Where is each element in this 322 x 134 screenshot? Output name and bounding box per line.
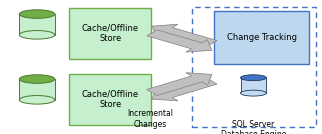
- Ellipse shape: [19, 75, 55, 83]
- Bar: [69, 74, 151, 125]
- Bar: [19, 14, 55, 35]
- Text: Incremental
Changes: Incremental Changes: [128, 109, 174, 129]
- Bar: [19, 79, 55, 100]
- Text: SQL Server
Database Engine: SQL Server Database Engine: [221, 120, 286, 134]
- Ellipse shape: [241, 75, 266, 81]
- Ellipse shape: [19, 96, 55, 104]
- FancyArrow shape: [152, 24, 217, 47]
- Text: Change Tracking: Change Tracking: [227, 33, 297, 42]
- Ellipse shape: [19, 31, 55, 39]
- FancyArrow shape: [152, 78, 217, 101]
- Bar: [214, 11, 309, 64]
- Ellipse shape: [241, 90, 266, 96]
- FancyArrow shape: [147, 73, 212, 95]
- Bar: [69, 8, 151, 59]
- Text: Cache/Offline
Store: Cache/Offline Store: [82, 24, 139, 43]
- FancyArrow shape: [147, 30, 212, 52]
- Ellipse shape: [19, 10, 55, 18]
- Bar: [241, 78, 266, 93]
- Bar: [192, 7, 316, 127]
- Text: Cache/Offline
Store: Cache/Offline Store: [82, 90, 139, 109]
